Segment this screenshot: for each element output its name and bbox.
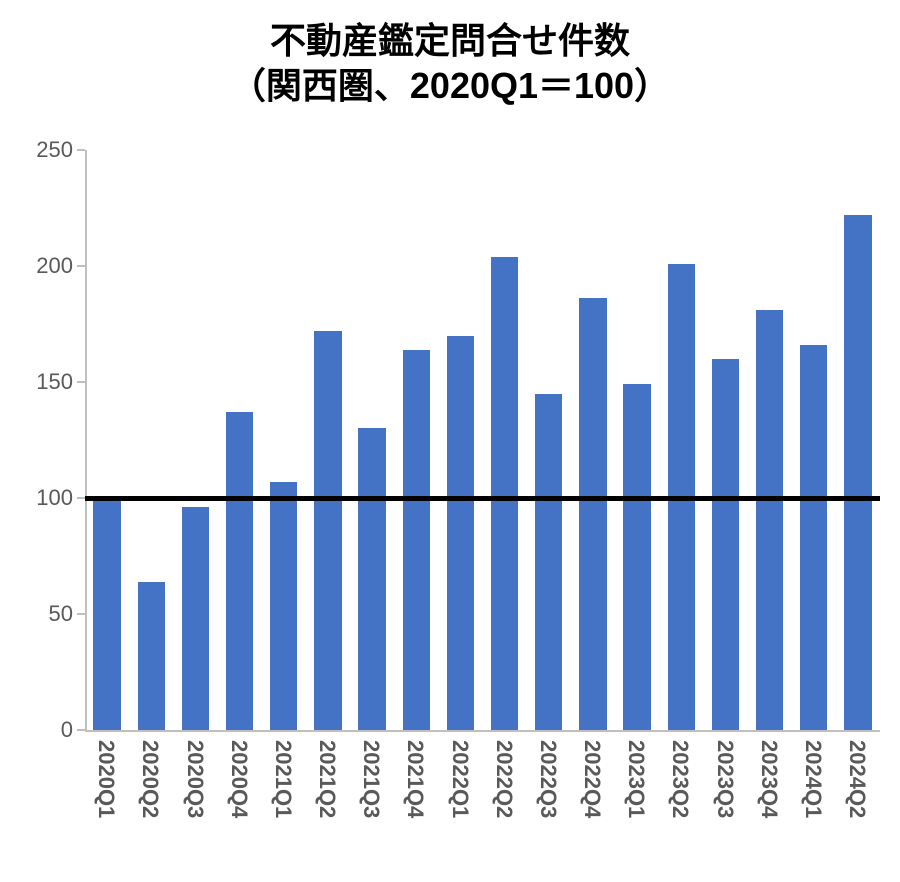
x-tick-label: 2023Q3 (712, 740, 738, 818)
chart-title-line1: 不動産鑑定問合せ件数 (0, 18, 900, 63)
x-tick-label: 2024Q2 (844, 740, 870, 818)
bar (756, 310, 783, 730)
bar (93, 498, 120, 730)
bar (314, 331, 341, 730)
x-tick-label: 2023Q4 (756, 740, 782, 818)
x-axis (85, 730, 880, 732)
reference-line-100 (85, 496, 880, 501)
chart-title: 不動産鑑定問合せ件数 （関西圏、2020Q1＝100） (0, 0, 900, 108)
y-tick-label: 250 (15, 137, 73, 163)
x-tick-label: 2020Q2 (137, 740, 163, 818)
y-tick-mark (77, 149, 85, 151)
y-axis (85, 150, 87, 730)
bar (623, 384, 650, 730)
y-tick-mark (77, 497, 85, 499)
y-tick-mark (77, 613, 85, 615)
x-tick-label: 2020Q3 (182, 740, 208, 818)
bar (138, 582, 165, 730)
x-tick-label: 2024Q1 (800, 740, 826, 818)
x-tick-label: 2021Q3 (358, 740, 384, 818)
bar (491, 257, 518, 730)
bar (844, 215, 871, 730)
bar (579, 298, 606, 730)
bar (800, 345, 827, 730)
y-tick-label: 100 (15, 485, 73, 511)
bar (182, 507, 209, 730)
x-tick-label: 2021Q4 (402, 740, 428, 818)
chart-title-line2: （関西圏、2020Q1＝100） (0, 63, 900, 108)
bar (226, 412, 253, 730)
bar (403, 350, 430, 730)
x-tick-label: 2023Q1 (623, 740, 649, 818)
x-tick-label: 2022Q2 (491, 740, 517, 818)
bar (712, 359, 739, 730)
x-tick-label: 2021Q1 (270, 740, 296, 818)
x-tick-label: 2022Q4 (579, 740, 605, 818)
y-tick-mark (77, 729, 85, 731)
chart-region: 0501001502002502020Q12020Q22020Q32020Q42… (85, 150, 880, 730)
x-tick-label: 2022Q1 (447, 740, 473, 818)
x-tick-label: 2022Q3 (535, 740, 561, 818)
y-tick-label: 50 (15, 601, 73, 627)
x-tick-label: 2020Q4 (226, 740, 252, 818)
y-tick-label: 150 (15, 369, 73, 395)
x-tick-label: 2021Q2 (314, 740, 340, 818)
y-tick-label: 0 (15, 717, 73, 743)
x-tick-label: 2023Q2 (667, 740, 693, 818)
y-tick-label: 200 (15, 253, 73, 279)
bar (358, 428, 385, 730)
bar (535, 394, 562, 730)
x-tick-label: 2020Q1 (93, 740, 119, 818)
bar (447, 336, 474, 730)
bar (270, 482, 297, 730)
y-tick-mark (77, 381, 85, 383)
y-tick-mark (77, 265, 85, 267)
plot-area: 0501001502002502020Q12020Q22020Q32020Q42… (85, 150, 880, 730)
